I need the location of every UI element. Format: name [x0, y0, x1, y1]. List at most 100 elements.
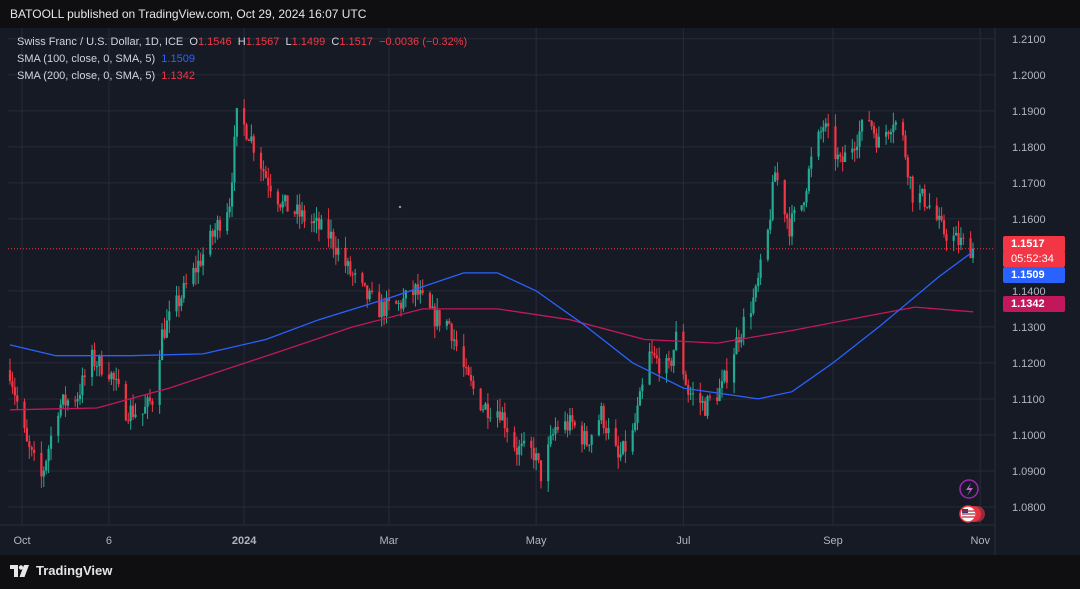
candle-body — [856, 146, 859, 151]
lightning-glyph — [966, 483, 973, 496]
candle-body — [163, 329, 166, 338]
candle-body — [472, 380, 475, 389]
candle-body — [877, 136, 880, 148]
candle-body — [8, 370, 12, 381]
candle-body — [438, 310, 441, 326]
candle-body — [783, 180, 786, 215]
candle-body — [484, 403, 487, 410]
candle-body — [959, 237, 963, 246]
candle-body — [952, 235, 955, 241]
candle-body — [315, 217, 318, 221]
candle-body — [605, 428, 608, 434]
candle-body — [354, 273, 357, 275]
candle-body — [264, 171, 267, 178]
candle-body — [506, 428, 509, 433]
candle-body — [740, 337, 743, 343]
candle-body — [872, 126, 876, 134]
candle-body — [16, 395, 19, 402]
candle-body — [81, 375, 84, 396]
candle-body — [573, 421, 576, 426]
candle-body — [885, 131, 888, 137]
candle-body — [129, 405, 132, 422]
candle-body — [706, 396, 709, 416]
sma200-badge: 1.1342 — [1003, 296, 1065, 312]
candle-body — [689, 393, 692, 395]
candle-body — [344, 247, 347, 266]
sma100-legend[interactable]: SMA (100, close, 0, SMA, 5) 1.1509 — [17, 53, 195, 65]
y-tick-label: 1.1800 — [1012, 142, 1046, 154]
candle-body — [74, 400, 77, 402]
candle-body — [921, 188, 924, 194]
candle-body — [600, 406, 603, 421]
candle-body — [197, 260, 200, 273]
candle-body — [665, 358, 668, 374]
y-tick-label: 1.2000 — [1012, 70, 1046, 82]
candle-body — [568, 415, 572, 431]
candle-body — [776, 172, 779, 181]
candle-body — [607, 427, 610, 434]
candle-body — [298, 204, 301, 217]
candle-body — [648, 351, 651, 385]
tradingview-logo[interactable]: TradingView — [10, 563, 112, 578]
candle-body — [841, 156, 844, 162]
candle-body — [537, 453, 540, 461]
candle-body — [452, 339, 456, 341]
candle-body — [245, 124, 248, 140]
candle-body — [810, 156, 813, 169]
close-value: 1.1517 — [339, 36, 373, 48]
x-tick-label: 2024 — [232, 535, 257, 547]
candle-body — [465, 367, 468, 369]
candle-body — [868, 119, 871, 121]
candle-body — [793, 210, 796, 214]
sma200-value: 1.1342 — [161, 70, 195, 82]
sma200-line — [9, 306, 974, 411]
candle-body — [588, 444, 591, 446]
candle-body — [720, 381, 724, 389]
sma100-badge-text: 1.1509 — [1011, 269, 1045, 281]
sma200-legend[interactable]: SMA (200, close, 0, SMA, 5) 1.1342 — [17, 70, 195, 82]
candle-body — [397, 302, 400, 304]
candle-body — [749, 313, 753, 317]
y-tick-label: 1.2100 — [1012, 34, 1046, 46]
candle-body — [735, 337, 738, 355]
candle-body — [962, 237, 965, 239]
candle-body — [515, 447, 518, 455]
candle-body — [276, 191, 280, 205]
candle-body — [788, 218, 791, 237]
candle-body — [805, 191, 808, 203]
candle-body — [935, 205, 938, 220]
candle-body — [313, 220, 316, 224]
candle-body — [769, 219, 772, 230]
candle-body — [194, 268, 197, 273]
candle-body — [95, 366, 98, 368]
candle-body — [431, 306, 434, 308]
countdown-badge: 05:52:34 — [1003, 251, 1065, 267]
candle-body — [445, 321, 448, 326]
candle-body — [469, 374, 473, 381]
candle-body — [233, 136, 236, 183]
candle-body — [47, 448, 50, 462]
symbol-name: Swiss Franc / U.S. Dollar, 1D, ICE — [17, 36, 184, 48]
candle-body — [887, 131, 890, 135]
candle-body — [672, 349, 675, 366]
candle-body — [501, 412, 504, 421]
candle-body — [513, 432, 516, 448]
candle-body — [906, 157, 909, 178]
candle-body — [296, 204, 299, 215]
candle-body — [351, 274, 354, 276]
candle-body — [448, 321, 451, 324]
candle-body — [909, 176, 912, 178]
candle-body — [144, 406, 147, 414]
candle-body — [127, 420, 130, 422]
candle-body — [349, 261, 352, 275]
candle-body — [619, 454, 622, 458]
candle-body — [346, 261, 349, 266]
candlestick-chart[interactable]: 1.2100 1.2000 1.1900 1.1800 1.1700 1.1600 1.14… — [0, 28, 1080, 555]
candle-body — [911, 176, 914, 203]
candle-body — [535, 453, 538, 461]
candle-body — [428, 292, 432, 308]
candle-body — [370, 290, 374, 293]
candle-body — [670, 360, 673, 366]
candle-body — [969, 238, 972, 259]
candle-body — [742, 316, 745, 338]
